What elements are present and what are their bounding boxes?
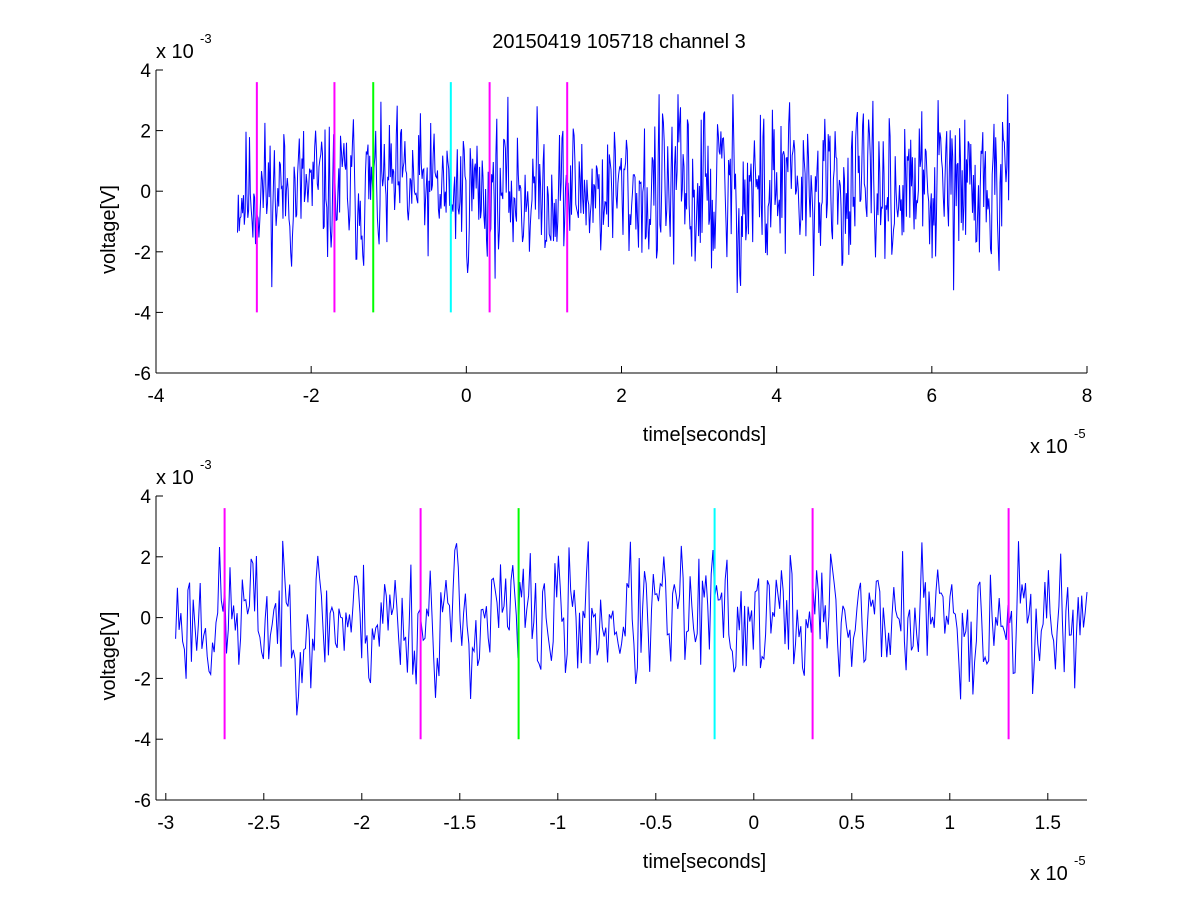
chart-title: 20150419 105718 channel 3: [492, 31, 746, 53]
signal-line: [237, 94, 1010, 294]
x-axis-multiplier-exponent: -5: [1074, 853, 1086, 868]
y-axis-multiplier: x 10: [156, 41, 194, 63]
y-tick-label: 4: [140, 487, 151, 508]
x-tick-label: 1.5: [1035, 813, 1061, 834]
y-axis-label: voltage[V]: [98, 612, 120, 701]
y-axis-multiplier: x 10: [156, 467, 194, 489]
x-tick-label: -2: [353, 813, 370, 834]
x-tick-label: 2: [616, 386, 627, 407]
x-tick-label: 0.5: [839, 813, 865, 834]
y-tick-label: 0: [140, 609, 151, 630]
y-tick-label: -6: [134, 791, 151, 812]
x-tick-label: 8: [1082, 386, 1093, 407]
x-axis-label: time[seconds]: [643, 851, 766, 873]
x-tick-label: -1.5: [443, 813, 476, 834]
y-tick-label: -4: [134, 730, 151, 751]
x-axis-multiplier: x 10: [1030, 436, 1068, 458]
x-axis-multiplier-exponent: -5: [1074, 426, 1086, 441]
x-tick-label: -4: [148, 386, 165, 407]
y-tick-label: 0: [140, 182, 151, 203]
y-tick-label: -2: [134, 243, 151, 264]
y-tick-label: 4: [140, 61, 151, 82]
x-tick-label: -1: [549, 813, 566, 834]
x-axis-label: time[seconds]: [643, 424, 766, 446]
y-axis-multiplier-exponent: -3: [200, 457, 212, 472]
x-tick-label: 6: [927, 386, 938, 407]
x-tick-label: -2: [303, 386, 320, 407]
x-tick-label: 4: [771, 386, 782, 407]
y-tick-label: 2: [140, 122, 151, 143]
y-tick-label: 2: [140, 548, 151, 569]
y-tick-label: -2: [134, 669, 151, 690]
x-tick-label: 1: [945, 813, 956, 834]
signal-line: [175, 540, 1088, 716]
y-tick-label: -6: [134, 364, 151, 385]
x-axis-multiplier: x 10: [1030, 863, 1068, 885]
y-tick-label: -4: [134, 303, 151, 324]
x-tick-label: 0: [461, 386, 472, 407]
y-axis-multiplier-exponent: -3: [200, 31, 212, 46]
bottom-panel: -6 -4 -2 0 2 4 -3 -2.5 -2 -1.5 -1 -0.5 0 0.5 1 1.5 time[…: [98, 457, 1088, 885]
x-tick-label: 0: [749, 813, 760, 834]
y-axis-label: voltage[V]: [98, 185, 120, 274]
x-tick-label: -2.5: [247, 813, 280, 834]
x-tick-label: -3: [157, 813, 174, 834]
x-tick-label: -0.5: [639, 813, 672, 834]
